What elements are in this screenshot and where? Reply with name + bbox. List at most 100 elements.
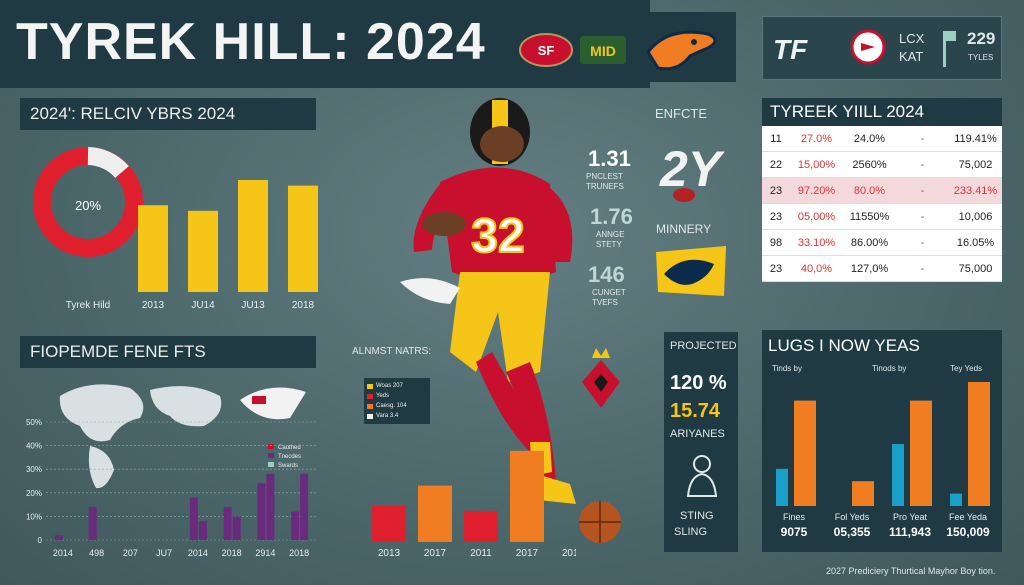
against-legend-item: Vara 3.4 bbox=[367, 411, 427, 421]
perf-ytick: 50% bbox=[26, 418, 42, 427]
against-bar bbox=[418, 485, 452, 542]
against-legend: Woas 207 Yeds Caesg. 104 Vara 3.4 bbox=[364, 378, 430, 424]
table-row: 22 15,00% 2560% - 75,002 bbox=[762, 152, 1002, 178]
against-bar bbox=[510, 450, 544, 542]
projected-footer1: STING bbox=[680, 510, 714, 522]
longs-footer-value: 150,009 bbox=[946, 525, 990, 539]
projected-panel bbox=[664, 332, 738, 552]
table-cell: - bbox=[920, 262, 925, 275]
panel-against-title: ALNMST NATRS: bbox=[352, 346, 432, 357]
table-cell: 16.05% bbox=[956, 236, 995, 249]
longs-bar bbox=[776, 468, 788, 506]
table-cell: 11 bbox=[770, 132, 782, 145]
perf-legend: Cauthed Tnecdes Swards bbox=[268, 444, 301, 469]
table-cell: 23 bbox=[769, 210, 783, 223]
perf-legend-1: Tnecdes bbox=[278, 454, 301, 460]
donut-remainder bbox=[87, 147, 129, 179]
against-legend-item: Woas 207 bbox=[367, 381, 427, 391]
against-xtick: 2017 bbox=[424, 548, 447, 559]
donut-label: 20% bbox=[75, 198, 101, 213]
stat1-line2: TRUNEFS bbox=[586, 182, 624, 191]
right-value: 229 bbox=[967, 29, 996, 48]
receiving-xtick: JU13 bbox=[241, 300, 265, 311]
perf-ytick: 40% bbox=[26, 442, 42, 451]
table-title: TYREEK YIILL 2024 bbox=[770, 102, 925, 121]
receiving-xtick: JU14 bbox=[191, 300, 215, 311]
panel-performance-title: FIOPEMDE FENE FTS bbox=[20, 336, 316, 368]
longs-bar bbox=[852, 481, 874, 506]
footer-credit: 2027 Prediciery Thurtical Mayhor Boy tio… bbox=[826, 566, 996, 576]
right-text-2: KAT bbox=[899, 49, 924, 64]
table-cell: 23 bbox=[769, 184, 783, 197]
projected-title: PROJECTED bbox=[670, 340, 737, 352]
table-cell: 233.41% bbox=[953, 184, 998, 197]
legend-label: Woas 207 bbox=[376, 383, 403, 389]
table-cell: 10,006 bbox=[958, 210, 993, 223]
longs-header-1: Tinods by bbox=[872, 364, 907, 373]
longs-chart: Fines 9075 Fol Yeds 05,355 Pro Yeat 111,943 Fe… bbox=[776, 382, 990, 539]
against-xtick: 2018 bbox=[562, 548, 576, 559]
stat2-line1: ANNGE bbox=[596, 230, 625, 239]
projected-value2: 15.74 bbox=[670, 400, 721, 422]
map-flag-icon bbox=[240, 387, 306, 420]
table-cell: 80.0% bbox=[853, 184, 886, 197]
eagle-logo-icon bbox=[646, 30, 717, 71]
table-cell: 75,000 bbox=[958, 262, 993, 275]
panel-receiving-title: 2024': RELCIV YBRS 2024 bbox=[20, 98, 316, 130]
table-cell: - bbox=[920, 210, 925, 223]
against-legend-item: Yeds bbox=[367, 391, 427, 401]
svg-text:TF: TF bbox=[773, 34, 808, 65]
table-row: 11 27.0% 24.0% - 119.41% bbox=[762, 126, 1002, 152]
receiving-xtick: 2018 bbox=[292, 300, 315, 311]
chiefs-logo-icon bbox=[850, 29, 886, 65]
longs-bar bbox=[910, 400, 932, 506]
table-cell: - bbox=[920, 236, 925, 249]
against-bar bbox=[372, 506, 406, 542]
table-cell: 27.0% bbox=[800, 132, 833, 145]
stat2-value: 1.76 bbox=[590, 204, 633, 229]
minnery-label: MINNERY bbox=[656, 222, 712, 236]
stats-table: 11 27.0% 24.0% - 119.41% 22 15,00% 2560% - 75,002… bbox=[762, 126, 1002, 282]
donut-chart bbox=[33, 147, 143, 257]
table-cell: 97.20% bbox=[797, 184, 836, 197]
team-logos: SF MID bbox=[519, 30, 717, 71]
longs-footer-value: 05,355 bbox=[834, 525, 871, 539]
table-cell: 24.0% bbox=[853, 132, 886, 145]
longs-bar bbox=[950, 493, 962, 506]
right-value-sub: TYLES bbox=[968, 53, 994, 62]
middle-stats-header: ENFCTE bbox=[655, 106, 707, 121]
table-cell: - bbox=[920, 184, 925, 197]
svg-text:MID: MID bbox=[590, 43, 616, 59]
table-cell: 11550% bbox=[849, 210, 890, 223]
perf-ytick: 10% bbox=[26, 512, 42, 521]
receiving-bar bbox=[288, 185, 318, 292]
longs-xtick: Pro Yeat bbox=[893, 512, 928, 522]
receiving-xtick: 2013 bbox=[142, 300, 165, 311]
receiving-bar bbox=[138, 205, 168, 292]
tf-logo-icon: TF bbox=[773, 34, 808, 65]
table-cell: 22 bbox=[769, 158, 783, 171]
stat3-value: 146 bbox=[588, 262, 625, 287]
against-bar bbox=[464, 510, 498, 542]
perf-ytick: 0 bbox=[38, 536, 43, 545]
table-cell: 40,0% bbox=[800, 262, 833, 275]
player-figure: 32 bbox=[400, 98, 576, 504]
perf-xtick: JU7 bbox=[156, 548, 172, 558]
legend-swatch bbox=[367, 403, 373, 409]
table-row: 23 40,0% 127,0% - 75,000 bbox=[762, 256, 1002, 282]
longs-bar bbox=[794, 400, 816, 506]
against-xtick: 2011 bbox=[470, 548, 492, 559]
against-legend-item: Caesg. 104 bbox=[367, 401, 427, 411]
table-cell: - bbox=[920, 132, 925, 145]
football bbox=[422, 212, 466, 236]
right-header-panel: TF LCX KAT 229 TYLES bbox=[762, 16, 1002, 80]
legend-swatch bbox=[367, 393, 373, 399]
perf-xtick: 2018 bbox=[222, 548, 242, 558]
person-icon bbox=[686, 455, 718, 497]
perf-xtick: 2014 bbox=[188, 548, 208, 558]
jersey-number: 32 bbox=[471, 210, 524, 263]
perf-bar bbox=[223, 506, 232, 540]
stat2-line2: STETY bbox=[596, 240, 622, 249]
receiving-bar bbox=[238, 180, 268, 292]
football-icon bbox=[673, 188, 695, 202]
